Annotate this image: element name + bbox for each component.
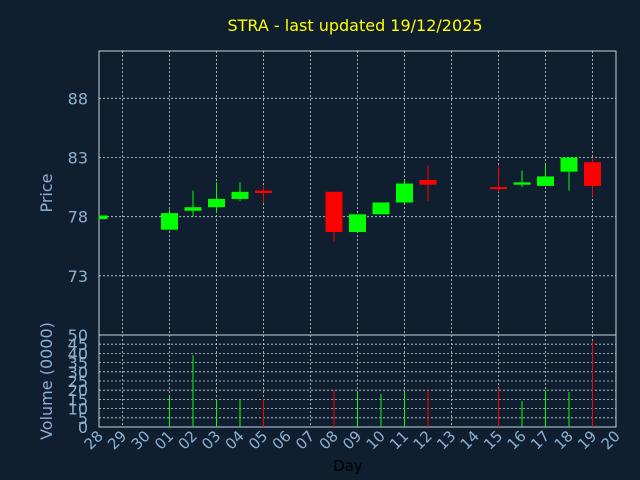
candle xyxy=(490,165,507,192)
candle xyxy=(325,191,343,242)
candle-body xyxy=(325,191,343,233)
candle-body xyxy=(513,182,531,185)
volume-tick-label: 10 xyxy=(68,400,88,419)
candle xyxy=(419,165,437,202)
candle-body xyxy=(231,191,249,199)
x-tick-label: 30 xyxy=(128,427,154,453)
candle-body xyxy=(349,214,366,233)
candle-body xyxy=(161,213,178,230)
price-y-ticks: 73 78 83 88 xyxy=(68,89,88,286)
candle-body xyxy=(255,190,272,193)
x-tick-label: 04 xyxy=(222,427,248,453)
candle xyxy=(231,182,249,202)
x-tick-label: 02 xyxy=(175,427,201,453)
price-tick-label: 73 xyxy=(68,267,88,286)
candle-body xyxy=(490,187,507,190)
candle xyxy=(161,209,178,230)
volume-tick-label: 30 xyxy=(68,363,88,382)
price-tick-label: 88 xyxy=(68,89,88,108)
volume-tick-label: 35 xyxy=(68,354,88,373)
x-tick-label: 09 xyxy=(339,427,365,453)
price-tick-label: 83 xyxy=(68,149,88,168)
candle xyxy=(560,157,578,191)
x-tick-label: 20 xyxy=(598,427,624,453)
volume-tick-label: 15 xyxy=(68,390,88,409)
volume-tick-label: 5 xyxy=(78,409,88,428)
candle-body xyxy=(184,207,202,211)
x-tick-label: 10 xyxy=(363,427,389,453)
candle xyxy=(208,182,225,214)
x-tick-label: 05 xyxy=(245,427,271,453)
candle xyxy=(396,179,413,204)
x-tick-label: 13 xyxy=(433,427,459,453)
x-tick-label: 16 xyxy=(504,427,530,453)
price-panel: 73 78 83 88 Price xyxy=(37,50,617,336)
x-tick-label: 29 xyxy=(104,427,130,453)
candle-body xyxy=(560,157,578,172)
x-ticks: 2829300102030405060708091011121314151617… xyxy=(81,427,624,453)
volume-bars xyxy=(169,340,593,427)
candle xyxy=(513,170,531,188)
x-tick-label: 07 xyxy=(292,427,318,453)
x-tick-label: 03 xyxy=(198,427,224,453)
candle xyxy=(184,190,202,217)
x-tick-label: 19 xyxy=(574,427,600,453)
candle xyxy=(537,164,554,186)
volume-tick-label: 40 xyxy=(68,344,88,363)
candle-body xyxy=(419,179,437,185)
x-tick-label: 12 xyxy=(410,427,436,453)
x-tick-label: 14 xyxy=(457,427,483,453)
candles xyxy=(98,157,601,242)
x-tick-label: 15 xyxy=(480,427,506,453)
price-axis-label: Price xyxy=(37,173,56,212)
volume-tick-label: 0 xyxy=(78,418,88,437)
volume-tick-label: 50 xyxy=(68,326,88,345)
candle xyxy=(372,202,390,215)
candle xyxy=(584,158,601,197)
volume-tick-label: 20 xyxy=(68,381,88,400)
candle-body xyxy=(208,198,225,208)
x-tick-label: 11 xyxy=(386,427,412,453)
candle xyxy=(349,214,366,233)
volume-tick-label: 45 xyxy=(68,335,88,354)
volume-tick-label: 25 xyxy=(68,372,88,391)
candle-body xyxy=(584,162,601,186)
x-tick-label: 18 xyxy=(551,427,577,453)
x-tick-label: 06 xyxy=(269,427,295,453)
candle-body xyxy=(372,202,390,215)
volume-axis-label: Volume (0000) xyxy=(37,322,56,440)
candle xyxy=(255,185,272,203)
candle-body xyxy=(537,176,554,186)
x-axis-label: Day xyxy=(333,457,363,475)
chart-title: STRA - last updated 19/12/2025 xyxy=(227,16,482,35)
x-tick-label: 17 xyxy=(527,427,553,453)
x-tick-label: 08 xyxy=(316,427,342,453)
candle-body xyxy=(99,215,108,220)
price-grid xyxy=(99,51,616,335)
x-tick-label: 01 xyxy=(151,427,177,453)
candle xyxy=(98,215,108,220)
candle-body xyxy=(396,183,413,203)
price-tick-label: 78 xyxy=(68,208,88,227)
